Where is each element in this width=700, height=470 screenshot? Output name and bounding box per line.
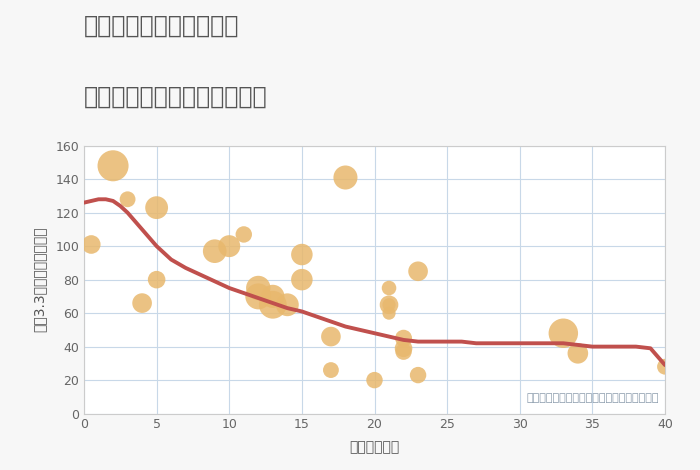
Point [384,284,395,292]
Point [122,196,133,203]
Point [384,309,395,317]
Point [224,243,235,250]
Point [369,376,380,384]
Point [253,284,264,292]
Point [209,247,220,255]
Point [136,299,148,307]
Point [659,363,671,370]
Point [558,329,569,337]
Point [296,276,307,283]
Point [412,371,423,379]
Point [267,301,279,308]
Point [108,162,119,170]
Point [326,333,337,340]
Point [296,251,307,258]
Y-axis label: 坪（3.3㎡）単価（万円）: 坪（3.3㎡）単価（万円） [33,227,47,332]
Point [412,267,423,275]
Point [238,231,249,238]
Point [281,301,293,308]
Text: 奈良県吉野郡下市町丹生: 奈良県吉野郡下市町丹生 [84,14,239,38]
Point [85,241,97,248]
Point [151,204,162,212]
Point [384,301,395,308]
Text: 築年数別中古マンション価格: 築年数別中古マンション価格 [84,85,267,109]
Point [398,348,409,355]
Point [384,301,395,308]
Text: 円の大きさは、取引のあった物件面積を示す: 円の大きさは、取引のあった物件面積を示す [526,393,659,403]
Point [398,345,409,352]
Point [398,335,409,342]
Point [573,350,584,357]
Point [340,174,351,181]
X-axis label: 築年数（年）: 築年数（年） [349,440,400,454]
Point [267,293,279,300]
Point [151,276,162,283]
Point [326,366,337,374]
Point [253,293,264,300]
